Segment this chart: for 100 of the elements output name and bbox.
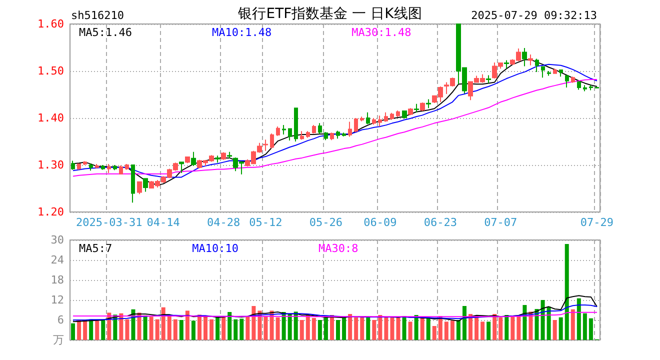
candlestick [414, 103, 419, 113]
bar [390, 317, 394, 340]
bar [456, 320, 460, 340]
y-tick-label: 30 [50, 234, 64, 246]
candlestick [330, 132, 334, 141]
bar [498, 317, 503, 340]
candlestick [288, 128, 292, 142]
bar [119, 313, 124, 340]
candlestick [583, 84, 587, 92]
bar [468, 314, 473, 340]
candlestick [372, 118, 376, 126]
bar [426, 317, 430, 340]
candlestick [402, 110, 407, 119]
bar [504, 315, 509, 340]
candlestick [137, 181, 142, 195]
bar [366, 317, 370, 340]
candlestick [486, 74, 491, 84]
candlestick [179, 161, 184, 174]
y-tick-label: 1.40 [38, 112, 64, 124]
bar [330, 315, 334, 340]
candlestick [71, 160, 75, 170]
y-tick-label: 18 [50, 274, 64, 286]
bar [276, 317, 280, 340]
x-tick-label: 07-07 [484, 216, 518, 229]
bar [155, 319, 160, 340]
bar [300, 320, 304, 340]
bar [534, 309, 539, 340]
y-tick-label: 12 [50, 294, 64, 306]
bar [125, 319, 130, 340]
text: MA10:10 [192, 242, 238, 255]
x-tick-label: 07-29 [580, 216, 614, 229]
candlestick [318, 122, 322, 134]
bar [510, 316, 515, 340]
bar [95, 320, 100, 340]
candlestick [221, 152, 226, 160]
candlestick [227, 151, 232, 159]
candlestick [336, 130, 340, 140]
y-tick-label: 1.60 [38, 18, 64, 30]
candlestick [504, 60, 509, 70]
candlestick [101, 164, 105, 170]
bar [570, 309, 575, 340]
bar [185, 310, 190, 340]
bar [294, 312, 298, 340]
bar [179, 320, 184, 340]
candlestick [378, 115, 382, 127]
candlestick [191, 151, 196, 166]
candlestick [522, 47, 527, 67]
bar [234, 319, 238, 340]
bar [288, 314, 292, 340]
bar [474, 316, 479, 340]
y-tick-label: 6 [57, 314, 64, 326]
bar [306, 315, 310, 340]
bar [282, 312, 286, 340]
bar [348, 314, 352, 340]
bar [167, 316, 172, 340]
bar [270, 310, 274, 340]
bar [246, 316, 250, 340]
candlestick [143, 178, 148, 192]
candlestick [306, 130, 310, 138]
candlestick [89, 163, 93, 172]
candlestick [535, 58, 539, 72]
chart-title: 银行ETF指数基金 一 日K线图 [237, 6, 422, 22]
bar [354, 317, 358, 340]
candlestick [312, 124, 316, 134]
candlestick [559, 69, 563, 78]
candlestick [589, 84, 593, 91]
bar [191, 320, 196, 340]
candlestick [384, 112, 388, 122]
bar [588, 318, 593, 340]
candlestick [420, 102, 425, 112]
bar [414, 315, 418, 340]
x-tick-label: 04-14 [146, 216, 180, 229]
bar [444, 322, 448, 340]
bar [462, 306, 466, 340]
candlestick [528, 54, 533, 66]
bar [564, 244, 569, 340]
text: MA10:1.48 [212, 26, 272, 39]
candlestick [185, 156, 190, 164]
bar [492, 314, 497, 340]
bar [240, 318, 244, 340]
bar [204, 316, 208, 340]
candlestick [83, 160, 87, 166]
bar [71, 323, 76, 340]
candlestick [565, 74, 569, 88]
bar [384, 317, 388, 340]
bar [264, 316, 268, 340]
bar [324, 316, 328, 340]
bar [402, 316, 406, 340]
bar [480, 322, 485, 340]
x-tick-label: 2025-03-31 [76, 216, 142, 229]
y-tick-label: 24 [50, 254, 64, 266]
candlestick [294, 108, 298, 142]
bar [360, 317, 364, 340]
bar [83, 320, 88, 340]
bar [318, 320, 322, 340]
candlestick [95, 164, 99, 169]
bar [342, 317, 346, 340]
candlestick [354, 118, 358, 133]
candlestick [396, 110, 400, 118]
bar [228, 312, 232, 340]
